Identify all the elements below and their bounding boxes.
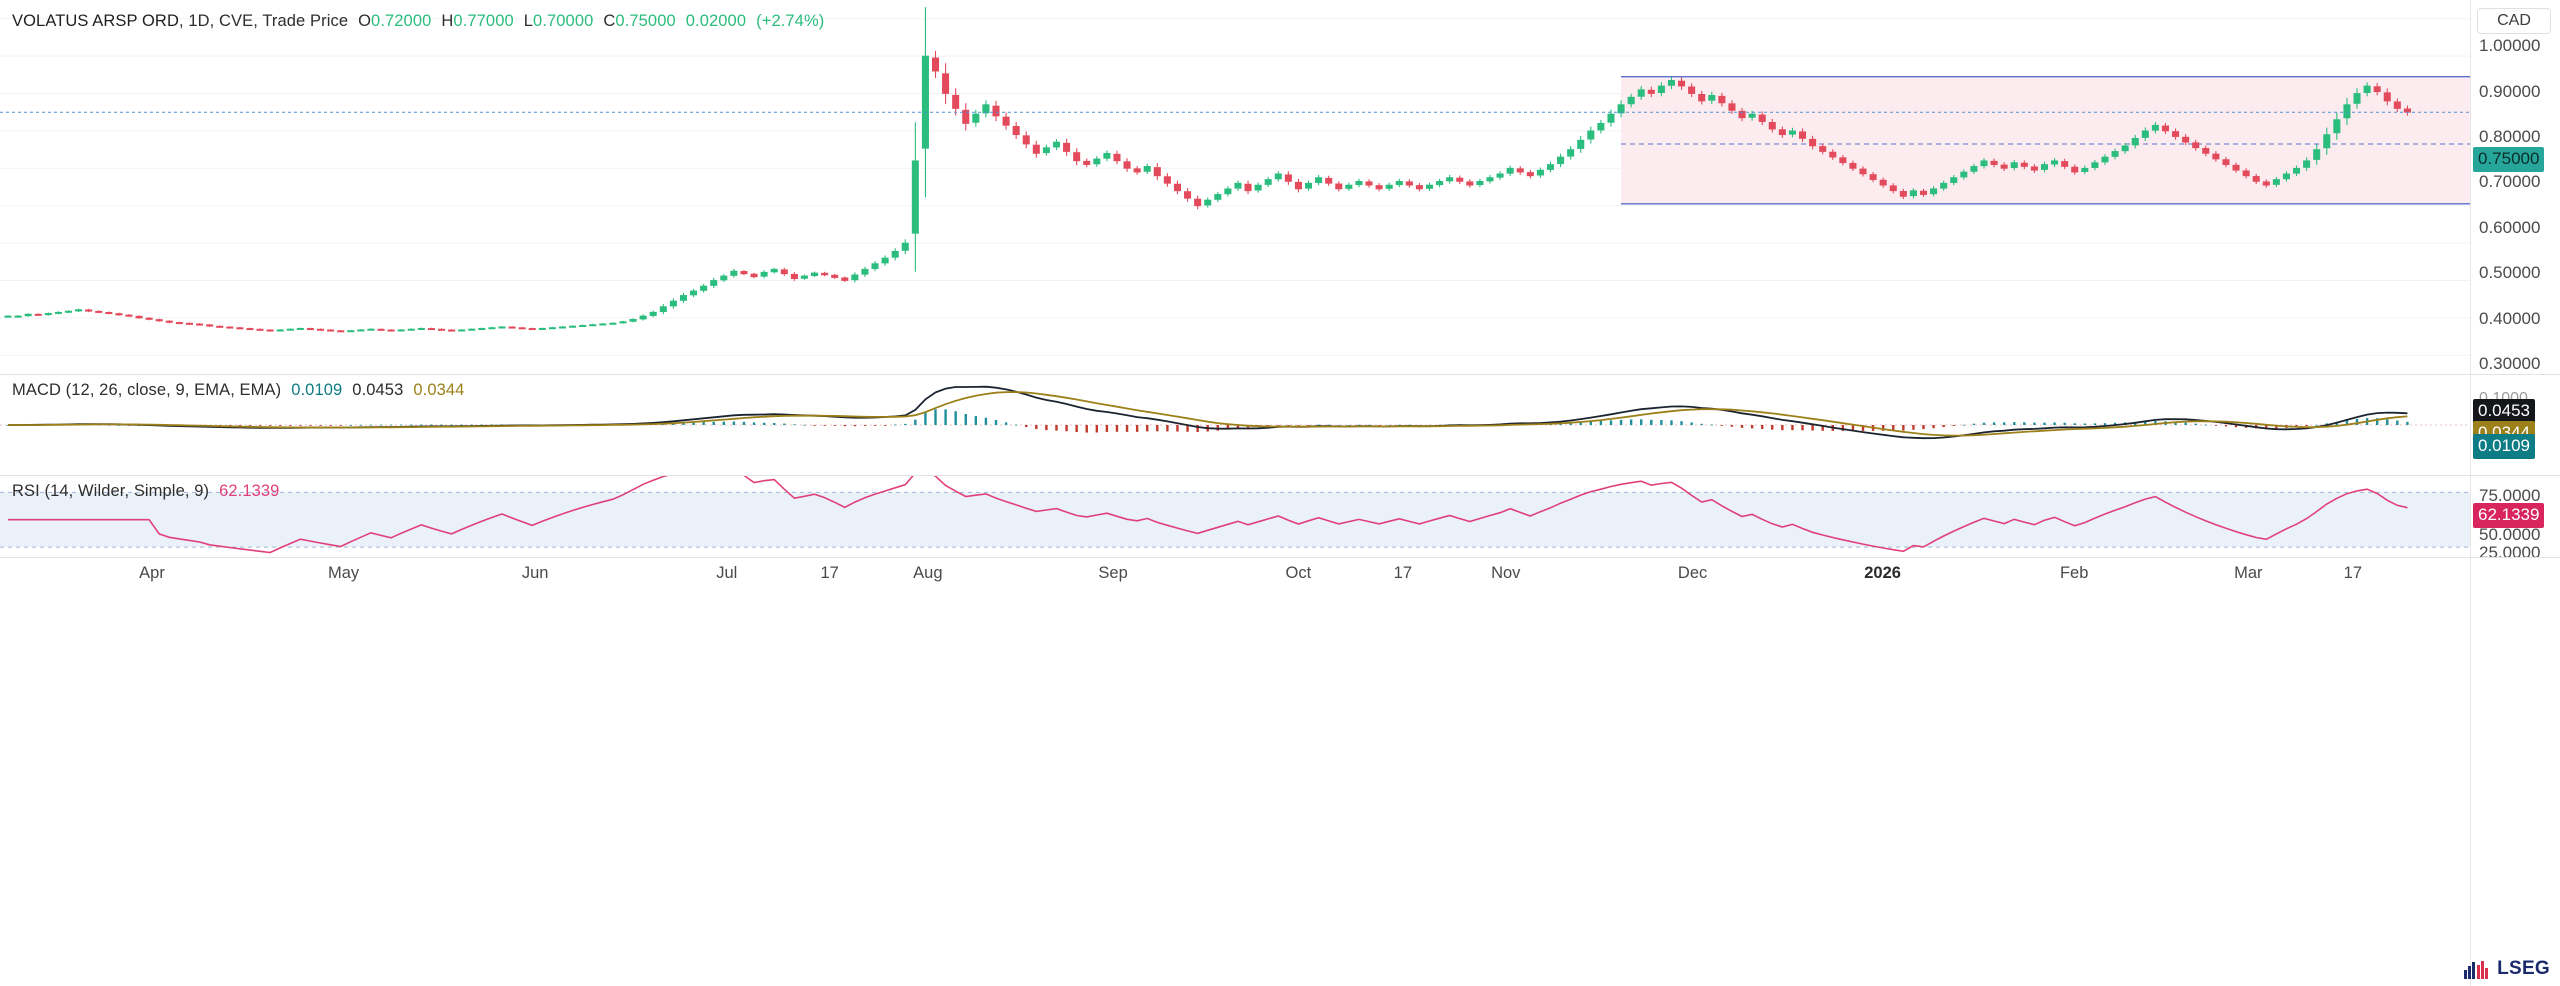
price-tick: 1.00000 xyxy=(2479,36,2541,55)
instrument-name: VOLATUS ARSP ORD xyxy=(12,12,179,30)
date-tick: Feb xyxy=(2059,564,2089,582)
macd-signal-badge: 0.0453 xyxy=(2473,399,2535,424)
change-value: 0.02000 xyxy=(685,12,747,30)
price-chart-canvas[interactable] xyxy=(0,0,2470,374)
axis-divider-macd xyxy=(2470,374,2560,375)
rsi-indicator-name: RSI (14, Wilder, Simple, 9) xyxy=(12,482,210,500)
date-tick: Jun xyxy=(521,564,549,582)
date-tick: Nov xyxy=(1491,564,1521,582)
series-label: Trade Price xyxy=(262,12,349,30)
price-tick: 0.70000 xyxy=(2479,172,2541,191)
date-tick: 17 xyxy=(1393,564,1413,582)
change-percent: (+2.74%) xyxy=(756,12,825,30)
axis-divider-rsi xyxy=(2470,475,2560,476)
price-axis[interactable]: CAD 1.00000 0.90000 0.80000 0.75000 0.70… xyxy=(2470,0,2560,986)
date-tick: 17 xyxy=(2343,564,2363,582)
rsi-axis-tick: 75.0000 xyxy=(2479,486,2541,505)
date-tick: Sep xyxy=(1098,564,1128,582)
open-value: 0.72000 xyxy=(371,12,432,30)
macd-pane[interactable] xyxy=(0,375,2470,475)
close-label: C xyxy=(603,12,616,30)
rsi-axis-tick: 25.0000 xyxy=(2479,543,2541,562)
rsi-value-badge: 62.1339 xyxy=(2473,503,2545,528)
macd-value: 0.0109 xyxy=(291,381,343,399)
rsi-value: 62.1339 xyxy=(219,482,280,500)
lseg-wordmark: LSEG xyxy=(2497,958,2550,979)
date-tick: Jul xyxy=(716,564,738,582)
date-tick: Dec xyxy=(1677,564,1708,582)
pane-divider-dateaxis xyxy=(0,557,2560,558)
lseg-mark-icon xyxy=(2464,959,2490,979)
price-legend: VOLATUS ARSP ORD, 1D, CVE, Trade Price O0… xyxy=(12,12,825,30)
macd-histogram-value: 0.0344 xyxy=(413,381,465,399)
interval-label: 1D xyxy=(188,12,210,30)
price-tick: 0.30000 xyxy=(2479,354,2541,373)
rsi-pane[interactable] xyxy=(0,476,2470,558)
date-tick: 17 xyxy=(820,564,839,582)
high-value: 0.77000 xyxy=(453,12,514,30)
macd-value-badge: 0.0109 xyxy=(2473,434,2535,459)
date-tick: Oct xyxy=(1285,564,1312,582)
macd-chart-canvas[interactable] xyxy=(0,375,2470,475)
current-price-badge: 0.75000 xyxy=(2473,147,2545,172)
price-pane[interactable] xyxy=(0,0,2470,374)
currency-pill[interactable]: CAD xyxy=(2477,8,2551,34)
low-value: 0.70000 xyxy=(533,12,594,30)
exchange-label: CVE xyxy=(219,12,254,30)
price-tick: 0.50000 xyxy=(2479,263,2541,282)
date-tick: 2026 xyxy=(1864,564,1901,582)
pane-divider-rsi xyxy=(0,475,2560,476)
price-tick: 0.80000 xyxy=(2479,127,2541,146)
macd-legend: MACD (12, 26, close, 9, EMA, EMA) 0.0109 0… xyxy=(12,381,464,400)
close-value: 0.75000 xyxy=(615,12,676,30)
date-tick: Mar xyxy=(2234,564,2263,582)
pane-divider-macd xyxy=(0,374,2560,375)
macd-indicator-name: MACD (12, 26, close, 9, EMA, EMA) xyxy=(12,381,282,399)
date-tick: May xyxy=(327,564,360,582)
low-label: L xyxy=(523,12,534,30)
macd-signal-value: 0.0453 xyxy=(352,381,404,399)
open-label: O xyxy=(358,12,372,30)
rsi-chart-canvas[interactable] xyxy=(0,476,2470,558)
date-axis[interactable]: Apr May Jun Jul 17 Aug Sep Oct 17 Nov Dec 2026 Feb Ma… xyxy=(0,562,2470,590)
lseg-logo: LSEG xyxy=(2464,958,2550,980)
price-tick: 0.60000 xyxy=(2479,218,2541,237)
high-label: H xyxy=(441,12,454,30)
rsi-legend: RSI (14, Wilder, Simple, 9) 62.1339 xyxy=(12,482,279,501)
price-tick: 0.90000 xyxy=(2479,82,2541,101)
date-tick: Apr xyxy=(139,564,165,582)
rsi-axis-tick: 50.0000 xyxy=(2479,525,2541,544)
price-tick: 0.40000 xyxy=(2479,309,2541,328)
date-tick: Aug xyxy=(913,564,943,582)
